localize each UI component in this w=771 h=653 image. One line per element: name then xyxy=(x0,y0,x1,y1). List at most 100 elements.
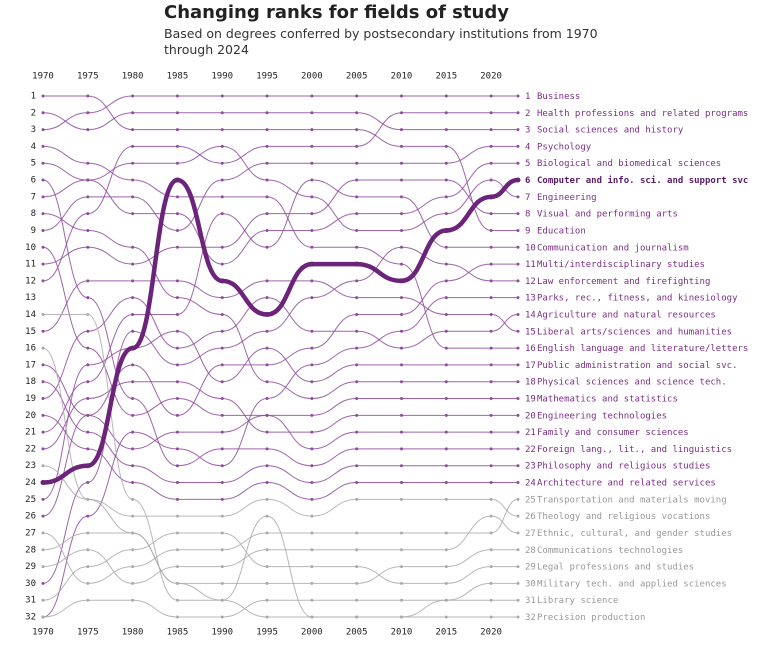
rank-point xyxy=(489,212,493,216)
rank-point xyxy=(399,565,403,569)
rank-point xyxy=(489,178,493,182)
rank-point xyxy=(444,413,448,417)
x-tick-label: 1985 xyxy=(167,628,189,638)
rank-point xyxy=(310,514,314,518)
rank-point xyxy=(41,380,45,384)
rank-point xyxy=(175,413,179,417)
rank-line xyxy=(42,145,519,231)
label-name: Theology and religious vocations xyxy=(537,512,710,522)
y-tick-label: 19 xyxy=(25,394,36,404)
label-rank: 21 xyxy=(525,428,536,438)
rank-point xyxy=(399,94,403,98)
rank-point xyxy=(355,497,359,501)
rank-point xyxy=(444,312,448,316)
rank-point xyxy=(86,346,90,350)
rank-point xyxy=(131,312,135,316)
series-label: 18Physical sciences and science tech. xyxy=(525,377,727,387)
rank-point xyxy=(355,430,359,434)
label-rank: 31 xyxy=(525,596,536,606)
rank-point xyxy=(398,278,404,284)
x-tick-label: 2015 xyxy=(435,72,457,82)
rank-line xyxy=(42,498,519,584)
rank-point xyxy=(489,380,493,384)
rank-line xyxy=(42,179,518,467)
rank-point xyxy=(265,128,269,132)
rank-point xyxy=(310,481,314,485)
rank-point xyxy=(444,497,448,501)
series-label: 7 Engineering xyxy=(525,192,597,202)
rank-point xyxy=(444,531,448,535)
rank-point xyxy=(41,144,45,148)
rank-point xyxy=(265,447,269,451)
rank-point xyxy=(175,581,179,585)
label-name: Education xyxy=(537,226,586,236)
rank-point xyxy=(41,212,45,216)
rank-point xyxy=(516,228,520,232)
y-tick-label: 24 xyxy=(25,478,36,488)
rank-point xyxy=(86,363,90,367)
series-label: 19Mathematics and statistics xyxy=(525,394,678,404)
rank-point xyxy=(220,380,224,384)
rank-point xyxy=(131,380,135,384)
rank-point xyxy=(310,195,314,199)
rank-point xyxy=(516,514,520,518)
rank-point xyxy=(265,548,269,552)
rank-point xyxy=(220,144,224,148)
rank-point xyxy=(310,128,314,132)
rank-point xyxy=(220,581,224,585)
rank-point xyxy=(220,598,224,602)
rank-point xyxy=(399,128,403,132)
rank-point xyxy=(220,363,224,367)
rank-point xyxy=(310,178,314,182)
rank-point xyxy=(41,128,45,132)
rank-line xyxy=(42,95,518,131)
rank-point xyxy=(131,195,135,199)
rank-point xyxy=(265,481,269,485)
y-tick-label: 5 xyxy=(31,159,36,169)
rank-line xyxy=(42,532,518,584)
rank-point xyxy=(399,363,403,367)
rank-point xyxy=(131,262,135,266)
rank-point xyxy=(265,346,269,350)
x-tick-label: 1990 xyxy=(211,628,233,638)
rank-point xyxy=(399,548,403,552)
rank-point xyxy=(131,111,135,115)
rank-point xyxy=(41,598,45,602)
rank-point xyxy=(86,128,90,132)
rank-point xyxy=(220,212,224,216)
rank-point xyxy=(220,329,224,333)
rank-point xyxy=(310,296,314,300)
label-rank: 16 xyxy=(525,344,536,354)
rank-point xyxy=(265,514,269,518)
rank-point xyxy=(131,279,135,283)
rank-point xyxy=(220,464,224,468)
rank-point xyxy=(399,195,403,199)
rank-point xyxy=(516,144,520,148)
rank-point xyxy=(355,346,359,350)
rank-point xyxy=(355,195,359,199)
rank-point xyxy=(86,481,90,485)
rank-point xyxy=(265,615,269,619)
rank-point xyxy=(175,548,179,552)
rank-point xyxy=(399,397,403,401)
rank-point xyxy=(131,329,135,333)
rank-point xyxy=(355,581,359,585)
series-label: 4 Psychology xyxy=(525,142,592,152)
rank-point xyxy=(444,363,448,367)
y-tick-label: 12 xyxy=(25,276,36,286)
rank-point xyxy=(220,430,224,434)
series-label: 9 Education xyxy=(525,226,586,236)
label-rank: 6 xyxy=(525,176,530,186)
rank-point xyxy=(220,128,224,132)
rank-point xyxy=(265,581,269,585)
rank-point xyxy=(489,262,493,266)
x-tick-label: 2020 xyxy=(480,72,502,82)
rank-point xyxy=(85,463,91,469)
rank-point xyxy=(175,497,179,501)
rank-point xyxy=(516,195,520,199)
rank-point xyxy=(175,430,179,434)
rank-point xyxy=(220,178,224,182)
rank-point xyxy=(444,296,448,300)
rank-point xyxy=(310,565,314,569)
rank-point xyxy=(220,161,224,165)
